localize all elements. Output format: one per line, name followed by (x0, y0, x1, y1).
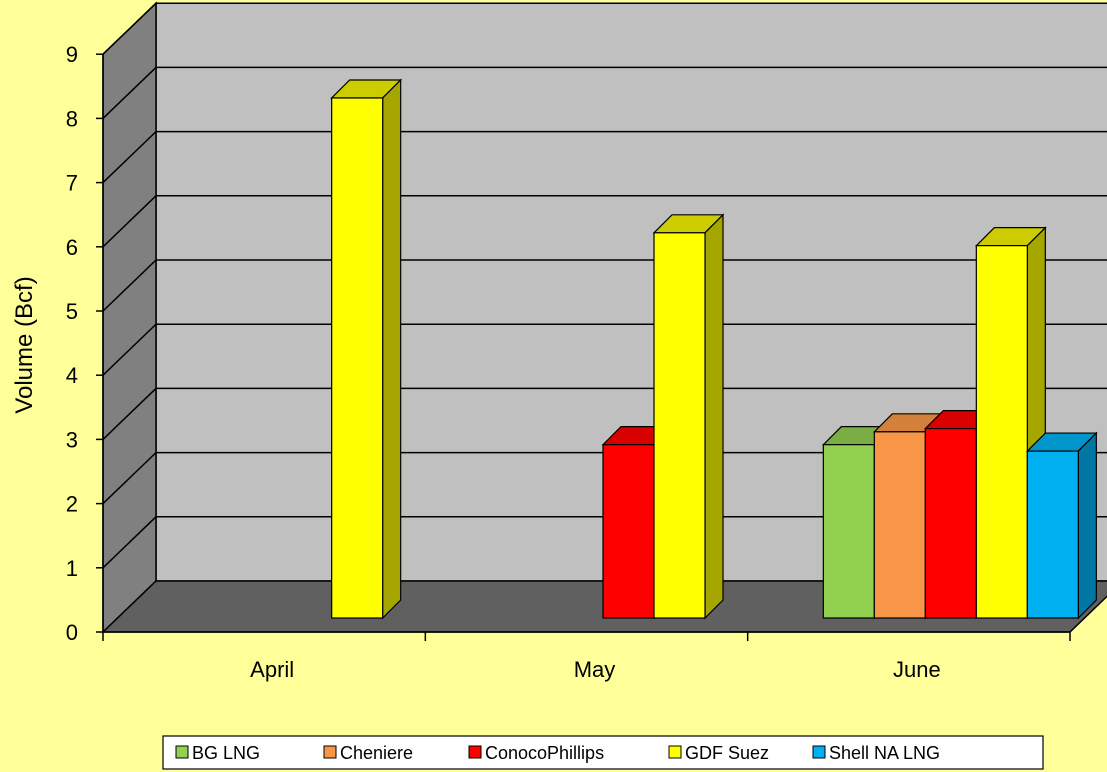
legend-swatch (468, 745, 482, 759)
x-tick-label: June (893, 657, 941, 682)
axes (96, 53, 1071, 641)
y-tick-labels: 0 1 2 3 4 5 6 7 8 9 (66, 42, 78, 645)
legend-item: GDF Suez (668, 743, 769, 763)
gridline (102, 259, 1107, 312)
x-tick-label: April (250, 657, 294, 682)
gridline (102, 451, 1107, 505)
bar-side (1077, 431, 1097, 620)
legend-item: Cheniere (323, 743, 413, 763)
x-tick-labels: April May June (250, 657, 941, 682)
y-tick-label: 5 (66, 299, 78, 324)
bar-side (382, 78, 402, 620)
bar-front (975, 245, 1028, 619)
legend-label: GDF Suez (685, 743, 769, 763)
y-axis-title: Volume (Bcf) (11, 276, 38, 413)
bar (974, 226, 1047, 620)
gridline (102, 130, 1107, 184)
legend-box (162, 735, 1044, 770)
gridline (102, 195, 1107, 248)
legend-item: BG LNG (175, 743, 260, 763)
legend-label: ConocoPhillips (485, 743, 604, 763)
y-tick-label: 3 (66, 427, 78, 452)
bar-side (704, 213, 724, 620)
y-tick-label: 4 (66, 363, 78, 388)
legend-item: ConocoPhillips (468, 743, 604, 763)
y-tick-label: 8 (66, 106, 78, 131)
gridline (102, 323, 1107, 376)
bar (330, 78, 403, 620)
bar (652, 213, 725, 620)
legend-swatch (668, 745, 682, 759)
bar-front (331, 97, 384, 619)
legend-swatch (175, 745, 189, 759)
gridline (102, 66, 1107, 119)
y-tick-label: 2 (66, 492, 78, 517)
bar-front (873, 431, 926, 619)
x-tick-label: May (574, 657, 616, 682)
y-tick-label: 9 (66, 42, 78, 67)
y-tick-label: 7 (66, 171, 78, 196)
gridline (102, 387, 1107, 440)
legend-item: Shell NA LNG (812, 743, 940, 763)
bar-front (822, 444, 875, 619)
legend-label: BG LNG (192, 743, 260, 763)
legend-swatch (812, 745, 826, 759)
side-wall (102, 1, 157, 634)
y-tick-label: 6 (66, 235, 78, 260)
bar-front (1026, 450, 1079, 619)
y-tick-label: 1 (66, 556, 78, 581)
gridlines (102, 2, 1107, 569)
bar-front (653, 232, 706, 619)
gridline (102, 2, 1107, 55)
bar-front (924, 428, 977, 619)
bar-front (602, 444, 655, 619)
legend-label: Shell NA LNG (829, 743, 940, 763)
y-tick-label: 0 (66, 620, 78, 645)
bars (330, 78, 1098, 620)
legend: BG LNG Cheniere ConocoPhillips GDF Suez Shel… (162, 735, 1044, 770)
bar (1025, 431, 1098, 620)
gridline (102, 516, 1107, 569)
legend-swatch (323, 745, 337, 759)
legend-label: Cheniere (340, 743, 413, 763)
